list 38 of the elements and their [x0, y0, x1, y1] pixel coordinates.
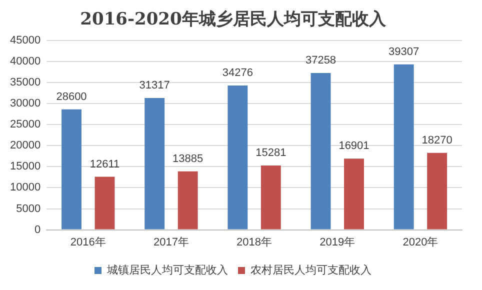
x-tick-label: 2017年	[153, 236, 189, 248]
bar	[394, 64, 414, 230]
legend-label: 城镇居民人均可支配收入	[106, 263, 228, 276]
data-label: 15281	[256, 147, 286, 160]
bar	[178, 171, 198, 230]
y-tick-label: 40000	[10, 55, 41, 68]
legend-label: 农村居民人均可支配收入	[250, 263, 372, 276]
data-label: 28600	[56, 90, 87, 103]
y-tick-label: 0	[34, 224, 41, 236]
data-label: 18270	[422, 134, 452, 146]
bar	[144, 98, 165, 230]
data-label: 31317	[139, 80, 170, 92]
bar	[310, 72, 331, 230]
bar	[344, 158, 364, 230]
data-label: 34276	[222, 67, 253, 80]
x-tick-label: 2016年	[70, 236, 106, 248]
chart-title: 2016-2020年城乡居民人均可支配收入	[80, 10, 387, 30]
x-tick-label: 2019年	[320, 236, 356, 248]
x-tick-label: 2020年	[402, 236, 438, 248]
data-label: 37258	[305, 54, 336, 67]
data-label: 16901	[338, 140, 370, 152]
y-tick-label: 10000	[10, 182, 41, 194]
y-tick-label: 30000	[10, 98, 41, 110]
data-label: 13885	[172, 152, 204, 165]
x-tick-label: 2018年	[236, 236, 272, 248]
y-tick-label: 45000	[10, 34, 41, 46]
y-tick-label: 35000	[10, 76, 41, 89]
bar	[62, 109, 82, 230]
bar	[228, 86, 248, 230]
y-tick-label: 20000	[10, 140, 41, 152]
y-tick-label: 25000	[10, 118, 41, 131]
y-tick-label: 5000	[16, 202, 41, 215]
bar	[94, 176, 115, 230]
y-tick-label: 15000	[10, 160, 41, 173]
bar	[260, 165, 281, 230]
bar	[427, 152, 448, 230]
data-label: 12611	[90, 158, 120, 170]
data-label: 39307	[388, 46, 420, 58]
